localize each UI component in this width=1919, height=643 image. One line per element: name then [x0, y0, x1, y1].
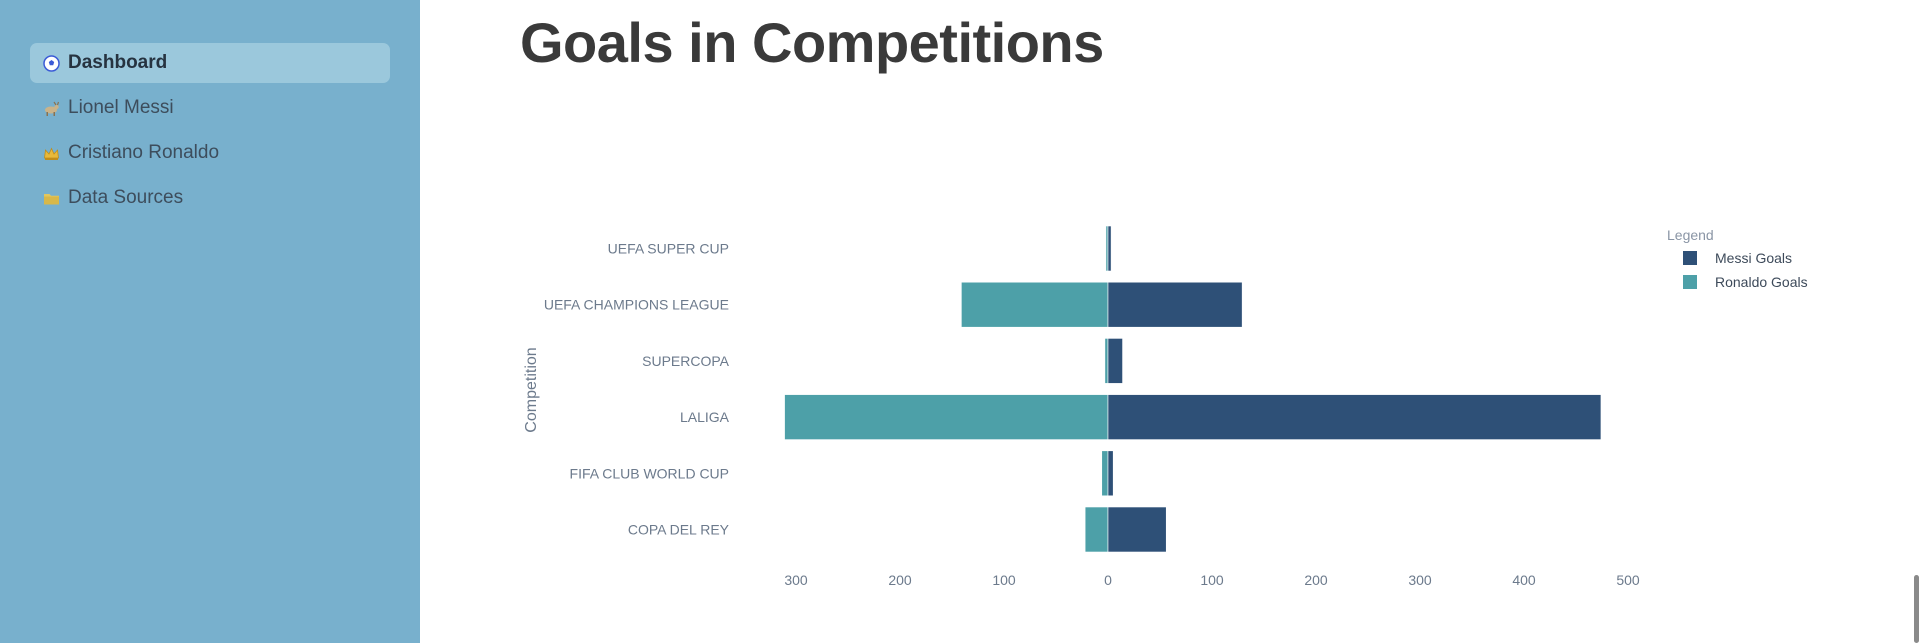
folder-icon	[43, 190, 60, 207]
bar-ronaldo-goals	[961, 281, 1109, 328]
soccer-ball-icon	[43, 54, 60, 72]
legend-label: Ronaldo Goals	[1715, 274, 1808, 290]
sidebar-item-lionel-messi[interactable]: Lionel Messi	[30, 88, 390, 128]
bar-messi-goals	[1107, 225, 1112, 272]
goat-icon	[43, 100, 60, 117]
x-tick-label: 100	[1200, 572, 1224, 588]
bar-ronaldo-goals	[1104, 338, 1109, 384]
bar-messi-goals	[1107, 338, 1123, 384]
bar-messi-goals	[1107, 281, 1243, 328]
x-tick-label: 0	[1104, 572, 1112, 588]
bar-messi-goals	[1107, 450, 1114, 497]
sidebar-item-label: Data Sources	[68, 187, 184, 208]
crown-icon	[43, 145, 60, 162]
x-tick-label: 500	[1616, 572, 1640, 588]
category-label: UEFA CHAMPIONS LEAGUE	[544, 297, 729, 313]
sidebar-item-dashboard[interactable]: Dashboard	[30, 43, 390, 83]
sidebar-item-label: Dashboard	[68, 52, 168, 73]
y-axis-title: Competition	[523, 347, 540, 432]
main-content: Goals in Competitions UEFA SUPER CUP UEFA…	[420, 0, 1919, 643]
bar-ronaldo-goals	[1084, 506, 1109, 553]
x-tick-label: 300	[784, 572, 808, 588]
bar-ronaldo-goals	[1105, 225, 1109, 272]
legend-swatch	[1683, 251, 1697, 265]
category-label: LALIGA	[680, 409, 730, 425]
x-tick-label: 200	[1304, 572, 1328, 588]
scrollbar-thumb[interactable]	[1914, 575, 1919, 643]
sidebar: Dashboard Lionel Messi Cristiano Ronaldo…	[0, 0, 420, 643]
x-tick-label: 200	[888, 572, 912, 588]
category-label: SUPERCOPA	[642, 353, 730, 369]
bar-ronaldo-goals	[1101, 450, 1109, 497]
sidebar-item-label: Lionel Messi	[68, 97, 174, 118]
category-label: COPA DEL REY	[628, 522, 730, 538]
bar-ronaldo-goals	[784, 394, 1109, 440]
bar-messi-goals	[1107, 506, 1167, 553]
category-label: UEFA SUPER CUP	[608, 241, 729, 257]
bar-messi-goals	[1107, 394, 1602, 440]
page-title: Goals in Competitions	[520, 11, 1104, 74]
sidebar-item-label: Cristiano Ronaldo	[68, 142, 220, 163]
sidebar-item-cristiano-ronaldo[interactable]: Cristiano Ronaldo	[30, 133, 390, 173]
legend-swatch	[1683, 275, 1697, 289]
legend-label: Messi Goals	[1715, 250, 1792, 266]
legend-title: Legend	[1667, 227, 1714, 243]
goals-chart: UEFA SUPER CUP UEFA CHAMPIONS LEAGUE SUPER…	[523, 225, 1808, 588]
x-tick-label: 400	[1512, 572, 1536, 588]
x-tick-label: 300	[1408, 572, 1432, 588]
sidebar-item-data-sources[interactable]: Data Sources	[30, 178, 390, 218]
x-tick-label: 100	[992, 572, 1016, 588]
category-label: FIFA CLUB WORLD CUP	[570, 465, 729, 481]
